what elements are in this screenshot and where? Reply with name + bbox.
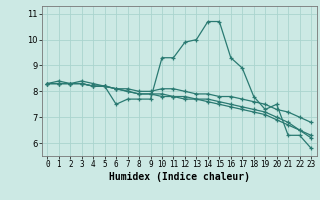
X-axis label: Humidex (Indice chaleur): Humidex (Indice chaleur) <box>109 172 250 182</box>
